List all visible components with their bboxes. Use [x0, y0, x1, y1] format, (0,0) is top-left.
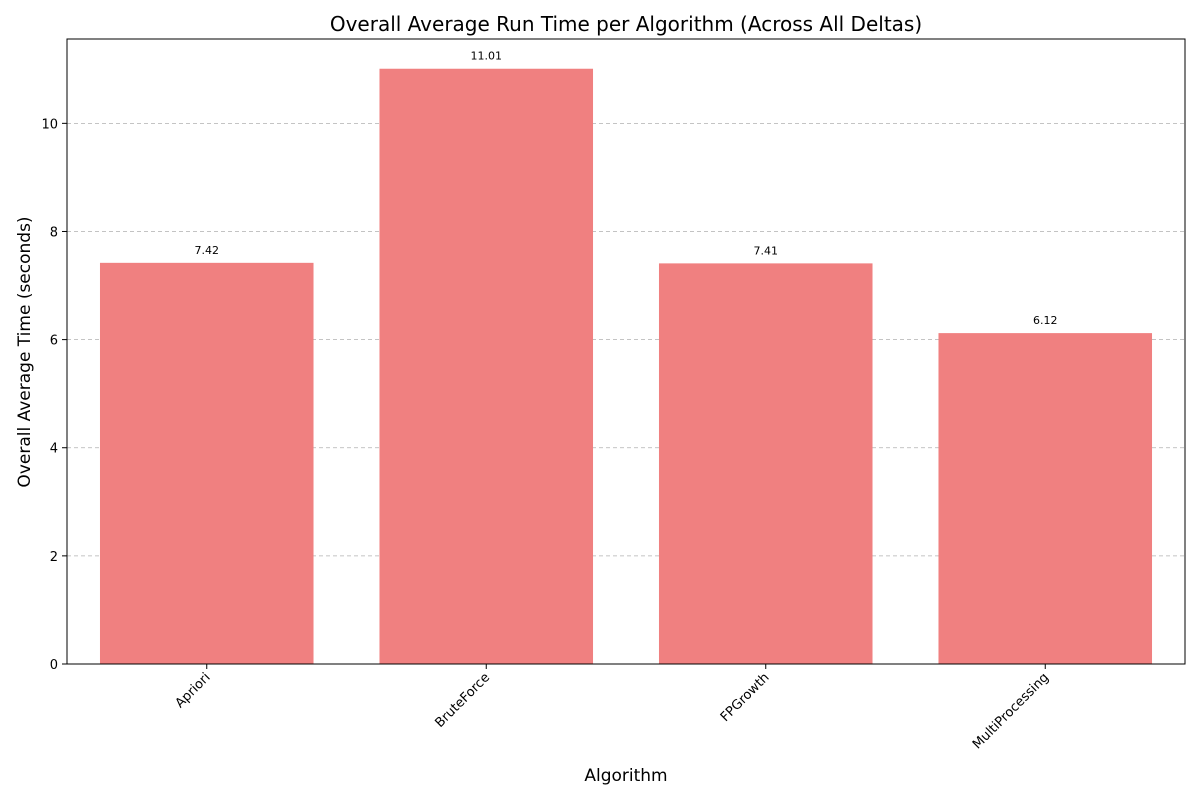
plot-frame	[66, 38, 1186, 665]
y-tick-label: 4	[50, 442, 58, 457]
data-label-apriori: 7.42	[195, 244, 220, 257]
y-tick-label: 10	[41, 117, 58, 132]
bar-bruteforce	[379, 68, 594, 665]
y-axis-label: Overall Average Time (seconds)	[15, 216, 35, 487]
bar-multiprocessing	[938, 333, 1153, 664]
x-axis-label: Algorithm	[584, 766, 667, 786]
y-tick-label: 6	[50, 334, 58, 349]
chart-title: Overall Average Run Time per Algorithm (…	[330, 12, 922, 36]
data-label-bruteforce: 11.01	[471, 50, 503, 63]
y-tick-label: 8	[50, 225, 58, 240]
x-tick-label: MultiProcessing	[970, 670, 1052, 752]
data-label-fpgrowth: 7.41	[754, 244, 779, 257]
bar-fpgrowth	[658, 263, 873, 664]
x-tick-label: Apriori	[173, 670, 214, 711]
y-axis-ticks: 0 2 4 6 8 10	[41, 117, 67, 673]
x-tick-label: BruteForce	[432, 670, 493, 731]
data-label-multiprocessing: 6.12	[1033, 314, 1058, 327]
x-tick-label: FPGrowth	[718, 670, 773, 725]
bar-apriori	[99, 262, 314, 664]
x-axis-ticks: Apriori BruteForce FPGrowth MultiProcessing	[173, 664, 1052, 752]
y-tick-label: 0	[50, 658, 58, 673]
bars	[99, 68, 1153, 665]
y-tick-label: 2	[50, 550, 58, 565]
data-labels: 7.42 11.01 7.41 6.12	[195, 50, 1058, 327]
